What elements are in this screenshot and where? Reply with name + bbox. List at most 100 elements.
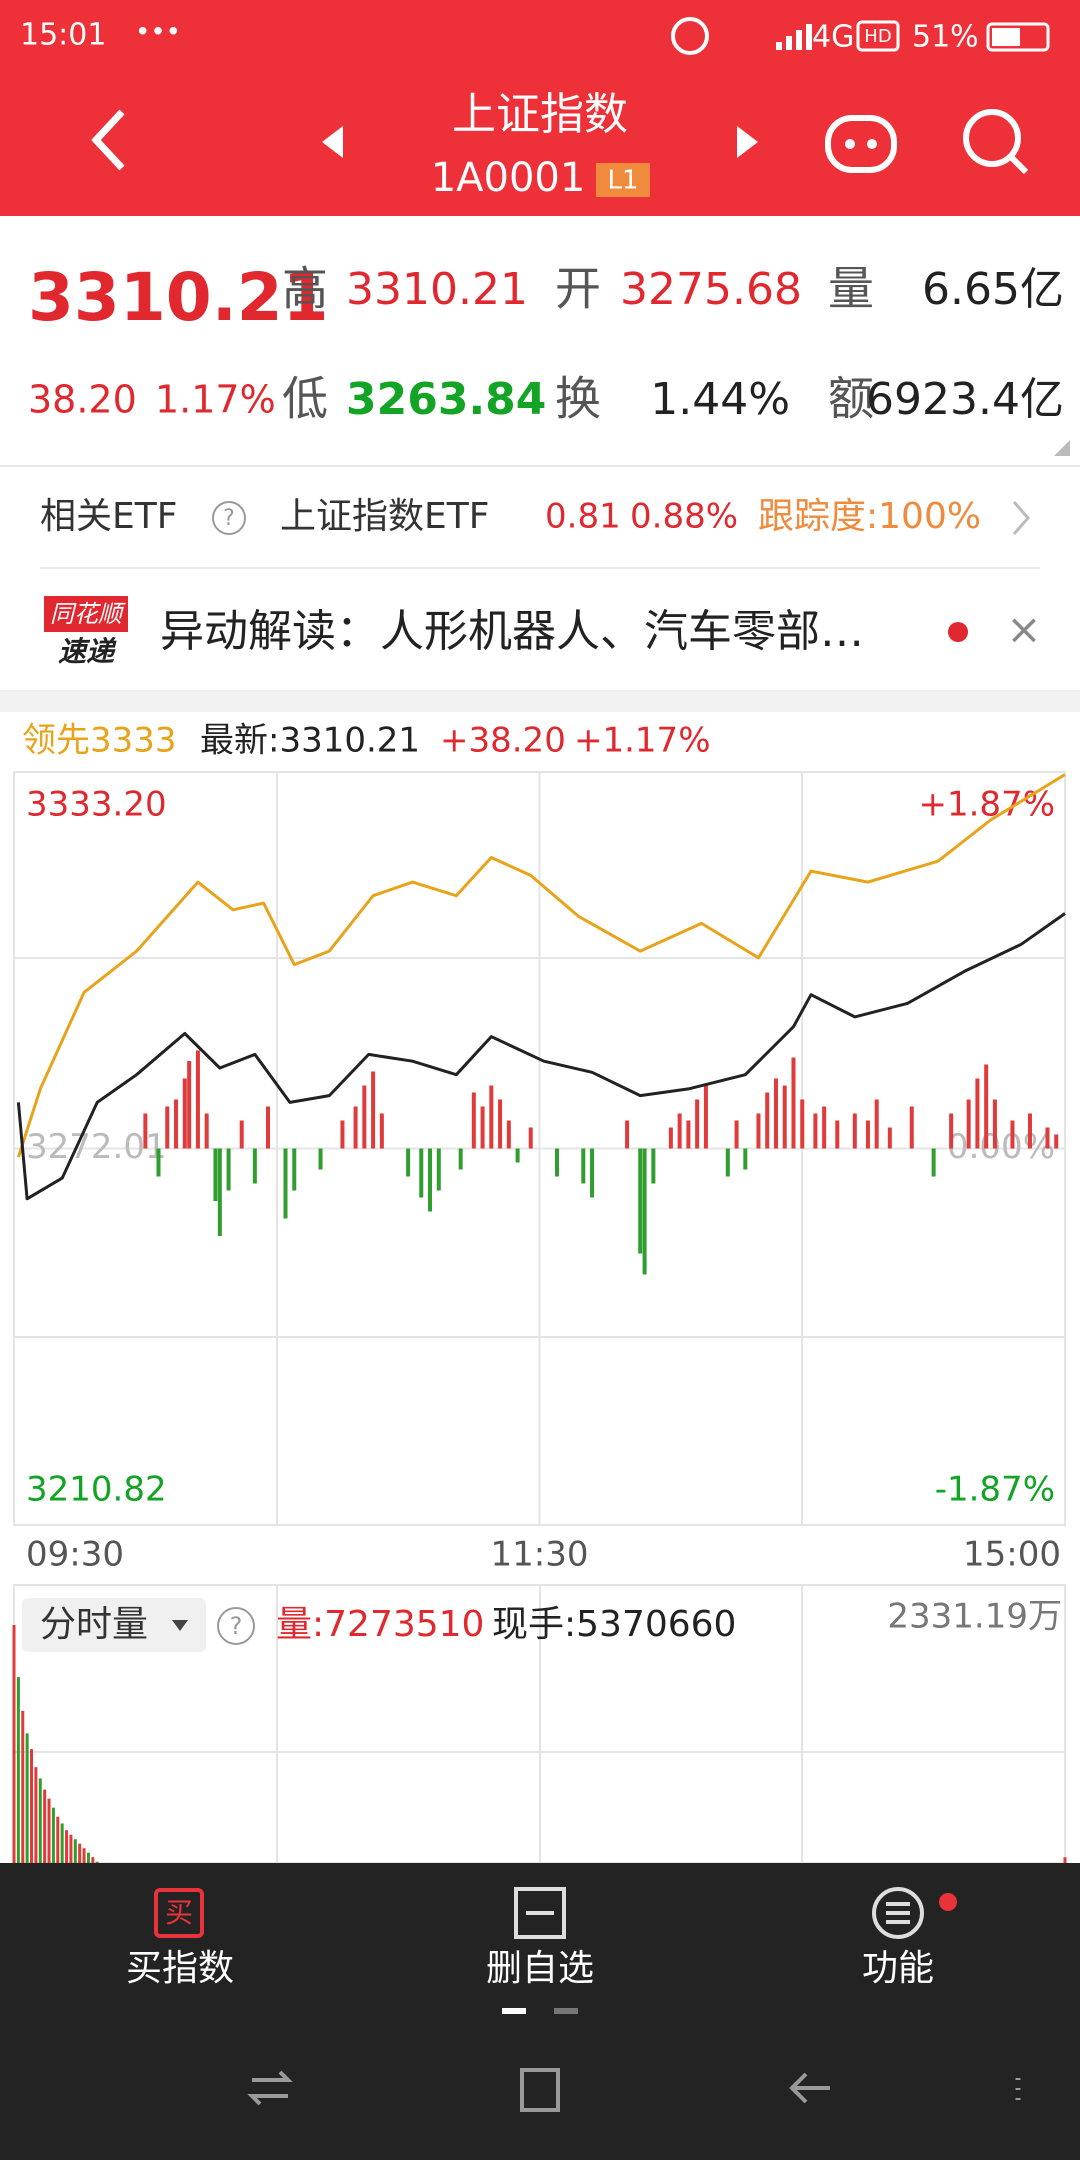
breadth-bar [318, 1148, 323, 1170]
nav-icon-text: 买 [165, 1896, 193, 1929]
chart-change-pct: +1.17% [574, 721, 711, 761]
breadth-bar [1045, 1127, 1050, 1149]
breadth-bar [800, 1099, 805, 1149]
nav-icon [514, 1887, 566, 1939]
quote-label: 换 [555, 372, 601, 426]
news-text: 异动解读：人形机器人、汽车零部… [160, 606, 864, 657]
y-tick-label: 3333.20 [26, 785, 167, 825]
breadth-bar [874, 1099, 879, 1149]
breadth-bar [204, 1113, 209, 1149]
breadth-bar [734, 1120, 739, 1149]
robot-icon [825, 115, 897, 173]
news-row[interactable]: 同花顺 速递 异动解读：人形机器人、汽车零部… [44, 596, 968, 668]
battery-icon [986, 22, 1050, 52]
etf-pct: 0.88% [630, 497, 738, 537]
breadth-bar [756, 1113, 761, 1149]
breadth-bar [765, 1092, 770, 1149]
breadth-bar [677, 1113, 682, 1149]
breadth-bar [528, 1127, 533, 1149]
quote-label: 高 [282, 262, 328, 316]
quote-change-pct: 1.17% [155, 378, 276, 422]
battery-level [992, 28, 1020, 46]
breadth-bar [949, 1113, 954, 1149]
nav-remove[interactable]: 删自选 [486, 1887, 594, 1989]
news-close[interactable]: × [1006, 605, 1041, 654]
breadth-bar [471, 1092, 476, 1149]
search-button[interactable] [963, 109, 1029, 175]
y2-tick-label: 0.00% [947, 1127, 1055, 1167]
nav-buy[interactable]: 买 买指数 [126, 1888, 234, 1989]
breadth-bar [686, 1120, 691, 1149]
breadth-bar [187, 1061, 192, 1149]
help-text: ? [230, 1612, 243, 1640]
level-badge [596, 163, 650, 197]
etf-row[interactable]: 相关ETF ? 上证指数ETF 0.81 0.88% 跟踪度:100% [40, 496, 1030, 537]
breadth-bar [651, 1148, 656, 1184]
quote-label: 量 [828, 262, 874, 316]
volume-max-label: 2331.19万 [887, 1597, 1062, 1637]
chart-change: +38.20 [440, 721, 566, 761]
etf-price: 0.81 [545, 497, 621, 537]
next-button[interactable] [737, 126, 758, 158]
hd-box [856, 20, 900, 52]
breadth-bar [217, 1148, 222, 1236]
nav-function[interactable]: 功能 [862, 1887, 957, 1989]
help-text: ? [223, 506, 235, 531]
breadth-bar [791, 1057, 796, 1149]
y2-tick-label: -1.87% [935, 1470, 1055, 1510]
breadth-bar [835, 1120, 840, 1149]
breadth-bar [489, 1085, 494, 1149]
breadth-bar [371, 1071, 376, 1149]
quote-change: 38.20 [28, 378, 137, 422]
breadth-bar [506, 1120, 511, 1149]
unread-dot [939, 1893, 957, 1911]
status-battery: 51% [912, 20, 979, 55]
back-button[interactable] [91, 109, 125, 171]
breadth-bar [822, 1106, 827, 1149]
breadth-bar [436, 1148, 441, 1191]
breadth-bar [458, 1148, 463, 1170]
unread-dot [948, 622, 968, 642]
status-time: 15:01 [20, 18, 106, 53]
quote-label: 额 [828, 372, 874, 426]
page-dot [502, 2008, 526, 2014]
volume-label: 分时量 [40, 1604, 148, 1645]
sys-home[interactable] [520, 2068, 560, 2112]
bottom-nav [0, 1863, 1080, 2160]
quote-amount: 6923.4亿 [866, 374, 1064, 425]
breadth-bar [966, 1099, 971, 1149]
breadth-bar [182, 1078, 187, 1149]
breadth-bar [226, 1148, 231, 1191]
quote-label: 低 [282, 372, 328, 426]
breadth-bar [668, 1127, 673, 1149]
volume-selector[interactable]: 分时量 [22, 1598, 206, 1652]
sys-switch[interactable] [247, 2070, 293, 2106]
breadth-bar [992, 1099, 997, 1149]
help-icon [212, 501, 246, 535]
quote-volume: 6.65亿 [922, 264, 1064, 315]
prev-button[interactable] [322, 126, 343, 158]
selector-bg [22, 1598, 206, 1652]
breadth-bar [213, 1148, 218, 1201]
robot-button[interactable] [825, 115, 897, 173]
quote-turnover: 1.44% [650, 374, 790, 425]
header-bg [0, 0, 1080, 216]
x-tick-label: 11:30 [491, 1535, 589, 1575]
breadth-bar [642, 1148, 647, 1275]
price-line [16, 912, 1066, 1201]
breadth-bar [353, 1106, 358, 1149]
robot-eye [867, 139, 877, 149]
breadth-bar [703, 1085, 708, 1149]
page-dot [554, 2008, 578, 2014]
breadth-bar [909, 1106, 914, 1149]
status-hd: HD [864, 26, 891, 47]
volume-total: 量:7273510 [276, 1604, 484, 1645]
price-line [16, 773, 1066, 1158]
status-network: 4G [812, 20, 854, 55]
news-badge-top: 同花顺 [50, 600, 126, 628]
breadth-bar [782, 1085, 787, 1149]
help-icon[interactable] [217, 1607, 255, 1645]
sys-back[interactable] [789, 2072, 830, 2104]
